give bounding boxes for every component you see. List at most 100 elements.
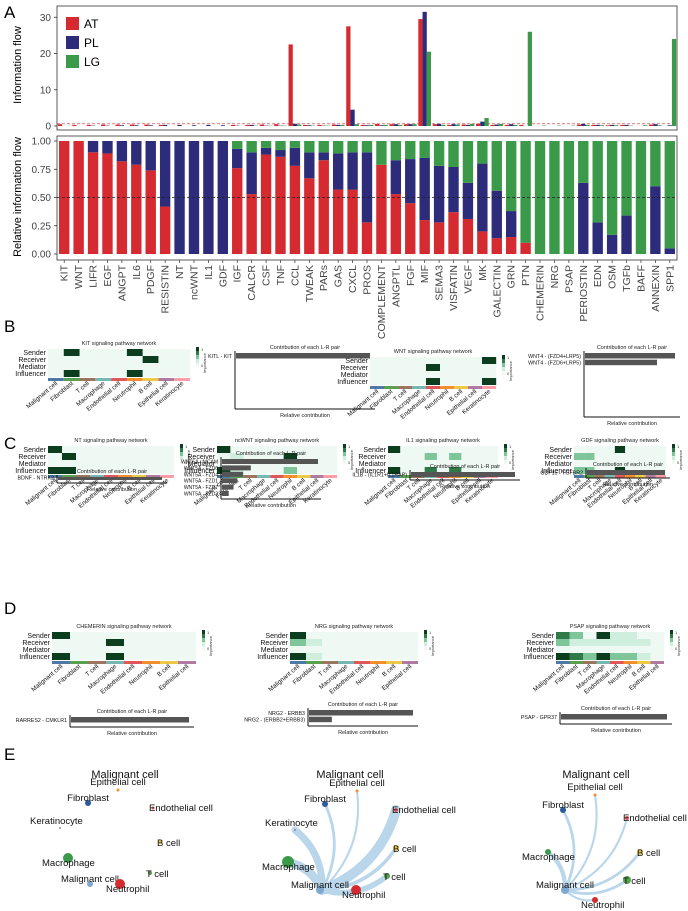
heatmap-row-receiver: Receiver bbox=[22, 640, 50, 647]
top-bar-AT-PARs bbox=[317, 124, 322, 126]
heatmap-cell bbox=[290, 639, 307, 646]
heatmap-cell bbox=[556, 646, 570, 653]
heatmap-cell bbox=[424, 460, 438, 467]
heatmap-cell bbox=[52, 639, 71, 646]
heatmap-cell bbox=[174, 356, 191, 363]
heatmap-cell bbox=[124, 646, 143, 653]
x-tick-label-RESISTIN: RESISTIN bbox=[160, 265, 172, 313]
panel-letter-d: D bbox=[4, 599, 16, 618]
heatmap-cell bbox=[436, 460, 450, 467]
scale-max: 1 bbox=[348, 444, 351, 449]
heatmap-cell bbox=[449, 460, 462, 467]
scale-max: 1 bbox=[507, 355, 510, 360]
network-node bbox=[625, 816, 629, 820]
heatmap-cell bbox=[650, 639, 665, 646]
contrib-pair-label: PSAP - GPR37 bbox=[521, 715, 557, 721]
contrib-bar bbox=[585, 359, 657, 366]
stack-bar-PL-VISFATIN bbox=[448, 166, 459, 213]
legend-swatch-at bbox=[66, 17, 79, 30]
stack-bar-LG-VEGF bbox=[462, 141, 474, 183]
heatmap-cell bbox=[142, 349, 159, 356]
celltype-color-bar bbox=[106, 661, 124, 664]
heatmap-cell bbox=[90, 467, 105, 474]
contrib-bar bbox=[309, 710, 413, 716]
heatmap-cell bbox=[635, 446, 646, 453]
scale-swatch bbox=[424, 634, 427, 638]
top-bar-LG-VISFATIN bbox=[455, 124, 460, 126]
top-bar-PL-CXCL bbox=[350, 109, 355, 126]
heatmap-cell bbox=[310, 467, 324, 474]
heatmap-cell bbox=[370, 364, 385, 371]
network-node-label: T cell bbox=[383, 872, 406, 883]
scale-swatch bbox=[670, 646, 673, 650]
network-edge bbox=[563, 793, 598, 892]
heatmap-cell bbox=[257, 446, 271, 453]
heatmap-cell bbox=[160, 453, 175, 460]
heatmap-cell bbox=[323, 446, 338, 453]
heatmap-cell bbox=[426, 378, 441, 385]
celltype-color-bar bbox=[604, 475, 615, 478]
top-bar-LG-GRN bbox=[513, 124, 518, 126]
celltype-color-bar bbox=[306, 661, 322, 664]
x-tick-label-TGFb: TGFb bbox=[621, 265, 633, 292]
bottom-ytick-label: 0.50 bbox=[32, 193, 52, 204]
x-tick-label-KIT: KIT bbox=[59, 264, 71, 281]
scale-label: Importance bbox=[676, 635, 681, 656]
heatmap-cell bbox=[62, 446, 77, 453]
heatmap-cell bbox=[178, 646, 197, 653]
contrib-xlabel: Relative contribution bbox=[591, 728, 641, 734]
x-tick-label-OSM: OSM bbox=[607, 265, 619, 289]
heatmap-cell bbox=[48, 363, 64, 370]
scale-label: Importance bbox=[510, 449, 515, 470]
heatmap-cell bbox=[297, 453, 311, 460]
heatmap-cell bbox=[90, 446, 105, 453]
scale-swatch bbox=[202, 638, 205, 642]
heatmap-row-receiver: Receiver bbox=[18, 357, 46, 364]
stack-bar-LG-TGFb bbox=[621, 141, 632, 216]
stack-bar-PL-ANGPTL bbox=[390, 160, 402, 195]
scale-swatch bbox=[670, 634, 673, 638]
heatmap-cell bbox=[440, 357, 455, 364]
contrib-title: Contribution of each L-R pair bbox=[597, 345, 667, 351]
heatmap-cell bbox=[569, 639, 584, 646]
stack-bar-LG-GALECTIN bbox=[491, 141, 502, 191]
top-bar-AT-TWEAK bbox=[302, 124, 308, 126]
network-node bbox=[87, 881, 93, 887]
heatmap-cell bbox=[482, 378, 497, 385]
celltype-color-bar bbox=[76, 475, 90, 478]
scale-max: 1 bbox=[509, 444, 512, 449]
celltype-color-bar bbox=[90, 475, 104, 478]
top-bar-AT-TNF bbox=[274, 124, 279, 126]
celltype-color-bar bbox=[625, 475, 636, 478]
stack-bar-LG-ANGPTL bbox=[390, 141, 402, 161]
heatmap-cell bbox=[623, 653, 638, 660]
heatmap-row-influencer: Influencer bbox=[184, 468, 215, 475]
x-tick-label-ANGPTL: ANGPTL bbox=[390, 265, 402, 307]
scale-swatch bbox=[180, 460, 183, 464]
stack-bar-PL-TGFb bbox=[621, 215, 632, 254]
stack-bar-PL-OSM bbox=[606, 234, 618, 254]
stack-bar-LG-TNF bbox=[275, 141, 286, 151]
network-node-label: Keratinocyte bbox=[265, 818, 318, 829]
heatmap-cell bbox=[90, 460, 105, 467]
contrib-pair-label: RARRES2 - CMKLR1 bbox=[16, 718, 67, 724]
network-node-label: Epithelial cell bbox=[567, 782, 622, 793]
heatmap-row-receiver: Receiver bbox=[260, 640, 288, 647]
heatmap-cell bbox=[160, 639, 179, 646]
contrib-title: Contribution of each L-R pair bbox=[593, 462, 663, 468]
scale-label: Importance bbox=[430, 635, 435, 656]
top-bar-AT-KIT bbox=[57, 124, 63, 126]
heatmap-cell bbox=[146, 460, 161, 467]
contrib-xlabel: Relative contribution bbox=[246, 503, 296, 509]
top-bar-PL-TWEAK bbox=[307, 125, 312, 126]
heatmap-1: WNT signaling pathway network SenderRecei… bbox=[337, 349, 513, 421]
heatmap-cell bbox=[230, 453, 244, 460]
heatmap-cell bbox=[297, 467, 311, 474]
network-node-label: B cell bbox=[637, 848, 660, 859]
heatmap-cell bbox=[454, 357, 469, 364]
top-bar-AT-CXCL bbox=[346, 26, 351, 126]
stack-bar-PL-ANGPT bbox=[116, 141, 128, 162]
scale-max: 1 bbox=[201, 347, 204, 352]
